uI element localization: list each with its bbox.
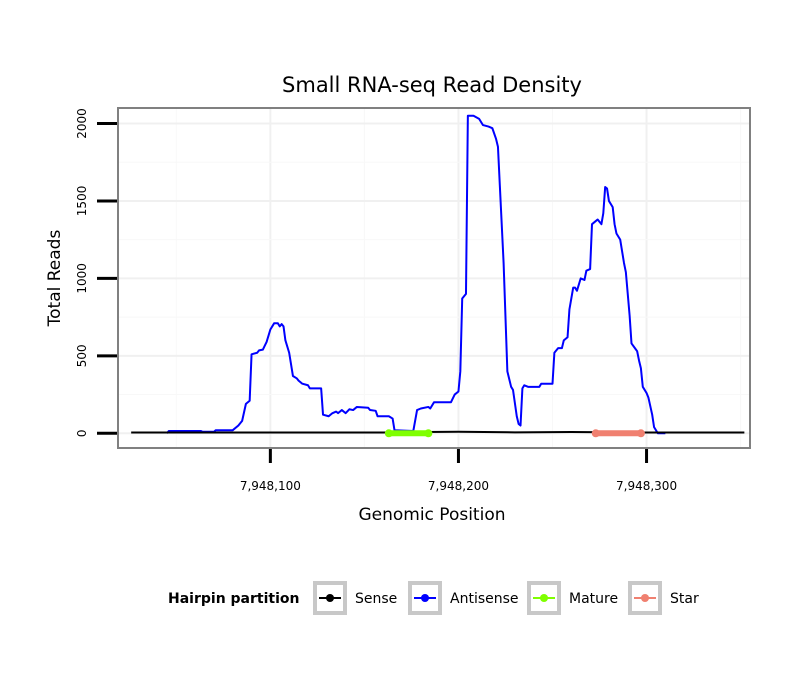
series-point-star bbox=[591, 429, 600, 438]
legend-key-point bbox=[540, 594, 548, 602]
chart-title: Small RNA-seq Read Density bbox=[282, 73, 582, 97]
legend-label: Star bbox=[670, 591, 699, 607]
grid-lines bbox=[119, 109, 749, 447]
y-tick-label: 2000 bbox=[75, 108, 89, 139]
legend-label: Antisense bbox=[450, 591, 519, 607]
legend-entry-antisense: Antisense bbox=[408, 581, 519, 615]
x-axis: 7,948,100 7,948,200 7,948,300 bbox=[240, 449, 677, 493]
series-line-sense bbox=[131, 430, 745, 434]
legend-key-point bbox=[326, 594, 334, 602]
series-layer bbox=[131, 114, 745, 438]
series-point-mature bbox=[424, 429, 433, 438]
series-line-antisense bbox=[166, 114, 666, 435]
legend: Hairpin partition Sense Antisense Mature St… bbox=[168, 581, 699, 615]
y-axis-title: Total Reads bbox=[45, 230, 65, 328]
legend-entries: Sense Antisense Mature Star bbox=[313, 581, 699, 615]
y-axis: 0 500 1000 1500 2000 bbox=[75, 108, 117, 437]
y-tick-label: 1500 bbox=[75, 186, 89, 217]
x-tick-label: 7,948,200 bbox=[428, 479, 489, 493]
series-point-mature bbox=[384, 429, 393, 438]
legend-entry-star: Star bbox=[628, 581, 699, 615]
y-tick-label: 0 bbox=[75, 429, 89, 437]
y-tick-label: 1000 bbox=[75, 263, 89, 294]
legend-key-point bbox=[421, 594, 429, 602]
legend-label: Mature bbox=[569, 591, 618, 607]
legend-entry-mature: Mature bbox=[527, 581, 618, 615]
y-tick-label: 500 bbox=[75, 344, 89, 367]
legend-entry-sense: Sense bbox=[313, 581, 397, 615]
series-point-star bbox=[636, 429, 645, 438]
x-tick-label: 7,948,300 bbox=[616, 479, 677, 493]
x-tick-label: 7,948,100 bbox=[240, 479, 301, 493]
legend-key-point bbox=[641, 594, 649, 602]
legend-label: Sense bbox=[355, 591, 397, 607]
legend-title: Hairpin partition bbox=[168, 591, 299, 607]
plot-area bbox=[117, 107, 751, 449]
x-axis-title: Genomic Position bbox=[358, 505, 505, 525]
